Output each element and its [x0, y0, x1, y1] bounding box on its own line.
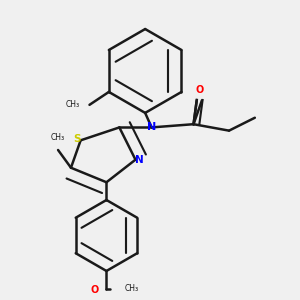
Text: N: N — [135, 155, 144, 165]
Text: N: N — [147, 122, 156, 132]
Text: S: S — [74, 134, 81, 144]
Text: O: O — [90, 285, 98, 295]
Text: CH₃: CH₃ — [51, 133, 65, 142]
Text: CH₃: CH₃ — [124, 284, 138, 293]
Text: O: O — [196, 85, 204, 95]
Text: CH₃: CH₃ — [66, 100, 80, 109]
